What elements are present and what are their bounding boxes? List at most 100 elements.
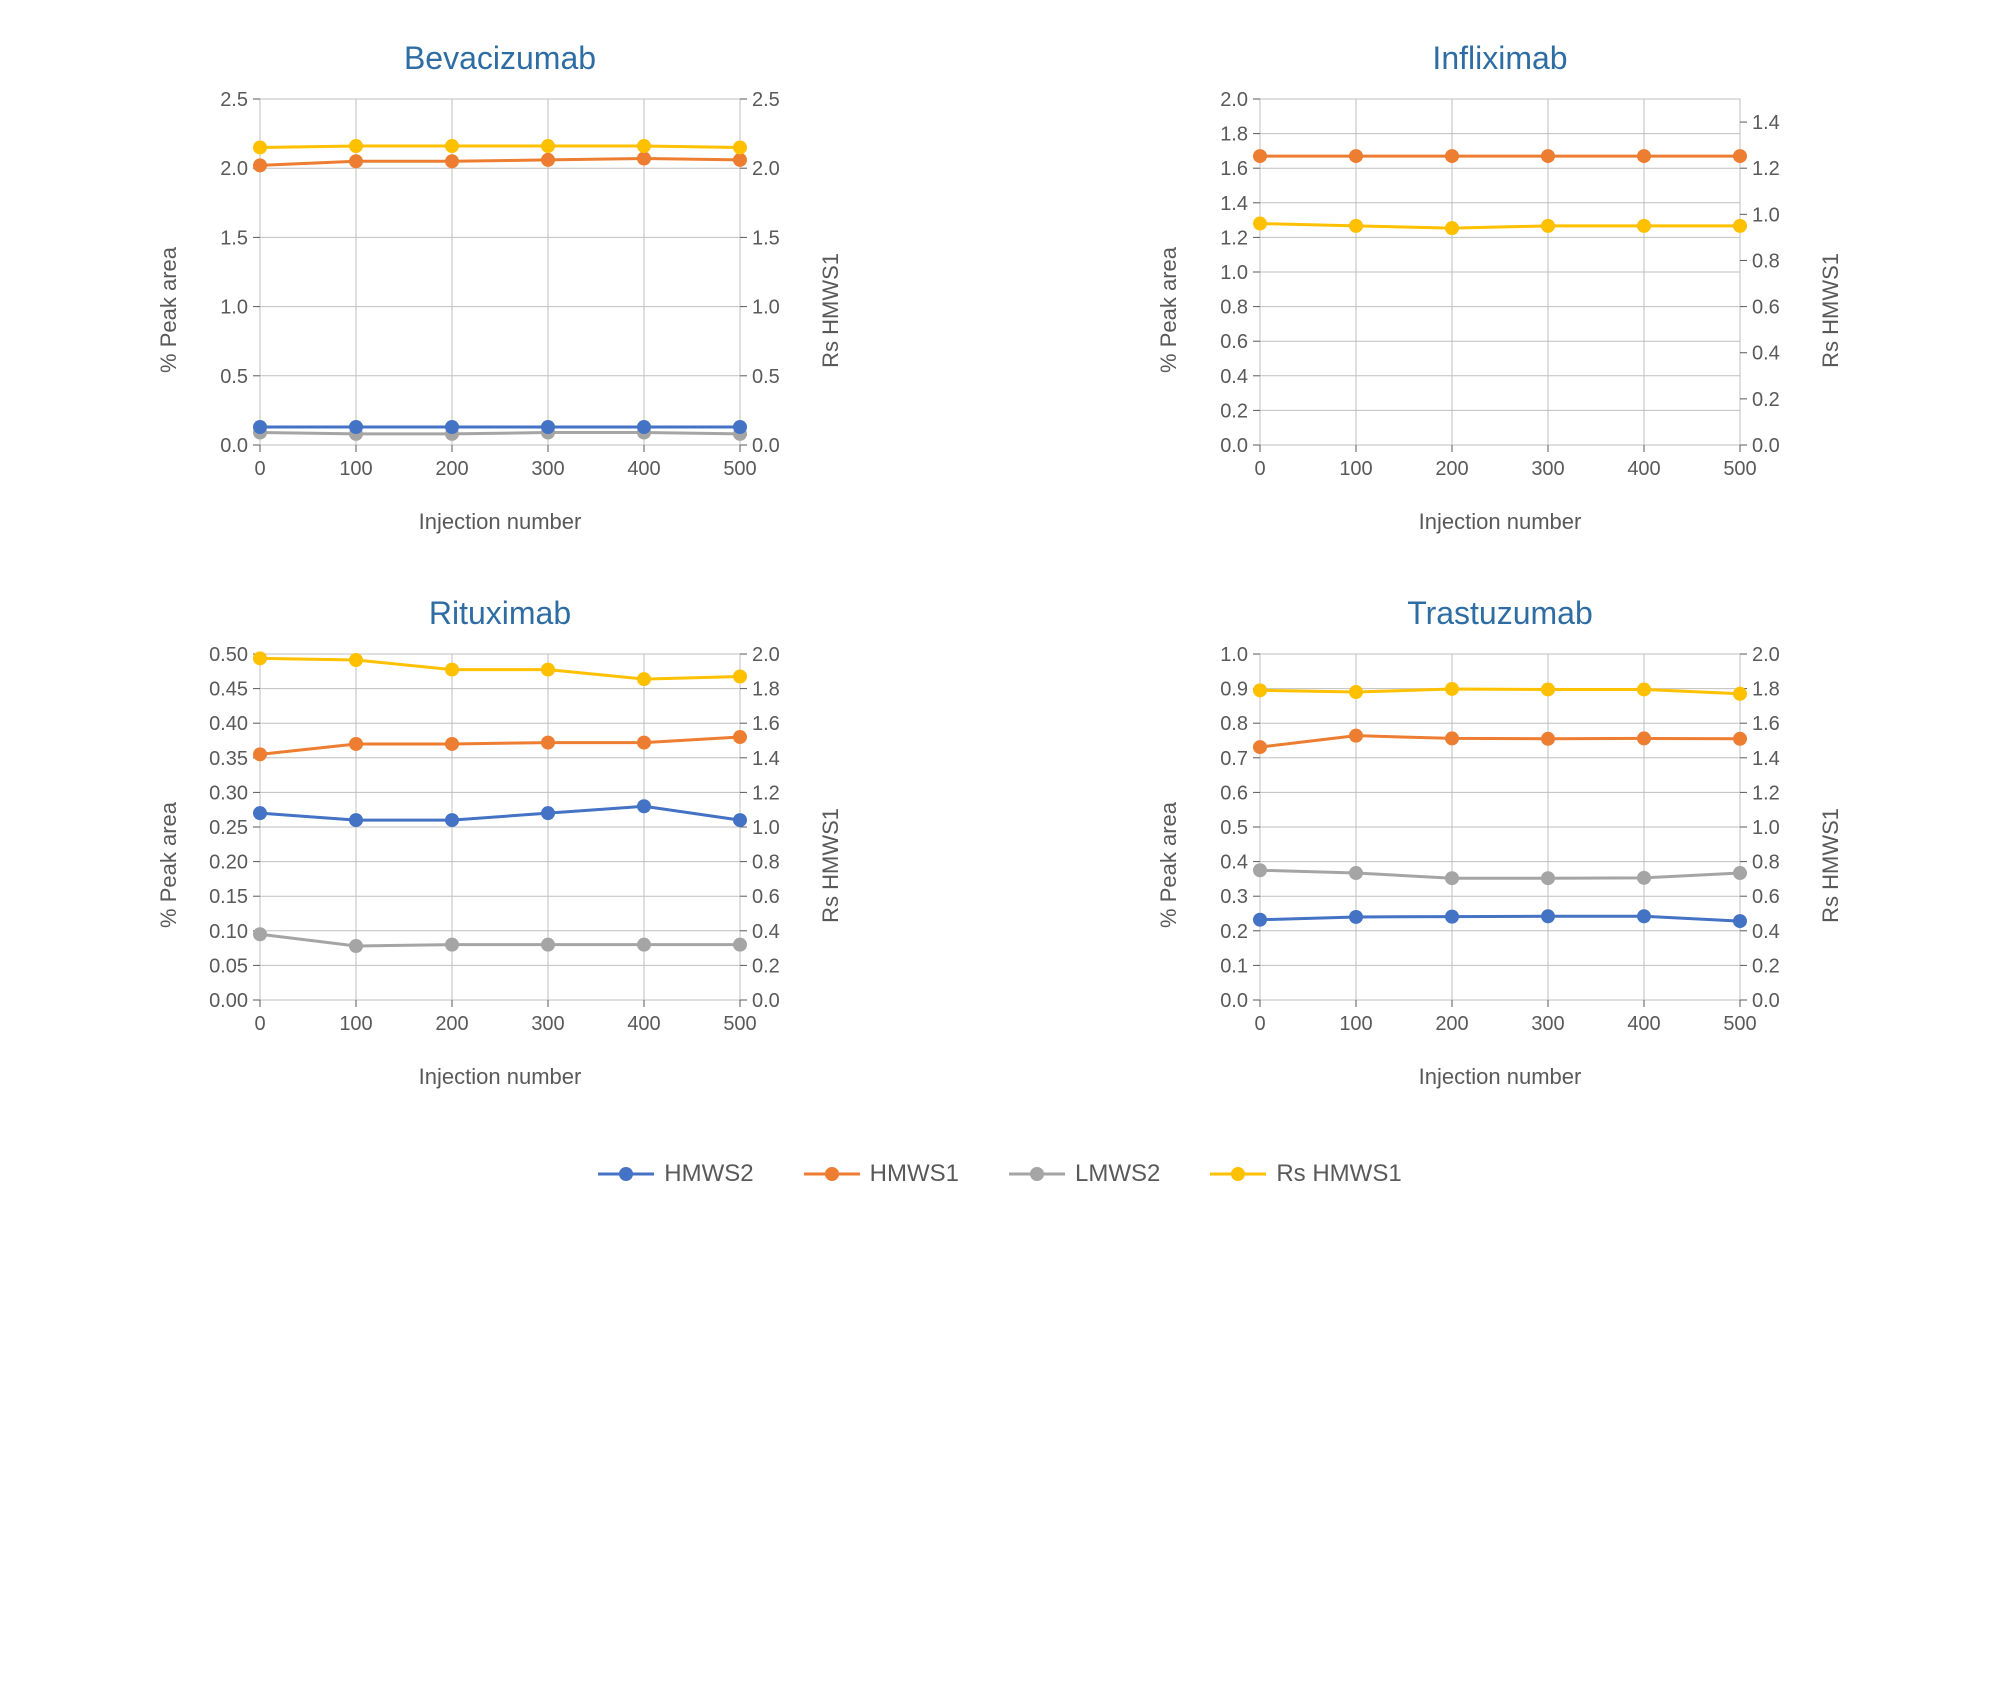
series-marker-hmws1	[349, 737, 363, 751]
svg-text:0.0: 0.0	[1220, 990, 1248, 1012]
svg-text:100: 100	[339, 458, 372, 480]
series-marker-hmws2	[1253, 913, 1267, 927]
svg-text:1.8: 1.8	[1752, 679, 1780, 701]
svg-text:0.6: 0.6	[1752, 886, 1780, 908]
svg-text:0.10: 0.10	[209, 921, 248, 943]
svg-text:0.8: 0.8	[1752, 250, 1780, 272]
svg-text:0.0: 0.0	[752, 990, 780, 1012]
series-marker-hmws1	[541, 736, 555, 750]
series-marker-hmws2	[349, 813, 363, 827]
series-marker-hmws2	[1637, 909, 1651, 923]
plot-wrap: % Peak area0.00.51.01.52.02.50.00.51.01.…	[156, 85, 844, 535]
chart-plot: 0.000.050.100.150.200.250.300.350.400.45…	[190, 640, 810, 1060]
chart-panel: Trastuzumab% Peak area0.00.10.20.30.40.5…	[1050, 595, 1950, 1090]
svg-text:0.8: 0.8	[1752, 852, 1780, 874]
legend-item: Rs HMWS1	[1210, 1160, 1401, 1188]
svg-text:400: 400	[1627, 1013, 1660, 1035]
series-marker-rshmws1	[1637, 219, 1651, 233]
series-marker-rshmws1	[637, 139, 651, 153]
x-axis-label: Injection number	[419, 509, 582, 535]
svg-text:1.8: 1.8	[1220, 124, 1248, 146]
svg-text:0.2: 0.2	[1752, 955, 1780, 977]
svg-text:2.0: 2.0	[752, 644, 780, 666]
svg-text:0.4: 0.4	[752, 921, 780, 943]
series-marker-hmws1	[1733, 149, 1747, 163]
series-marker-lmws2	[349, 939, 363, 953]
series-marker-rshmws1	[637, 672, 651, 686]
plot-wrap: % Peak area0.00.20.40.60.81.01.21.41.61.…	[1156, 85, 1844, 535]
y-axis-right-label: Rs HMWS1	[818, 808, 844, 923]
svg-text:1.6: 1.6	[1220, 158, 1248, 180]
svg-text:200: 200	[1435, 458, 1468, 480]
chart-title: Infliximab	[1432, 40, 1567, 77]
svg-text:2.0: 2.0	[1220, 89, 1248, 111]
series-marker-rshmws1	[1637, 682, 1651, 696]
svg-text:0.4: 0.4	[1752, 343, 1780, 365]
series-marker-rshmws1	[1349, 685, 1363, 699]
svg-text:0.6: 0.6	[1220, 782, 1248, 804]
series-marker-hmws1	[1445, 731, 1459, 745]
series-marker-rshmws1	[1445, 682, 1459, 696]
legend-label: HMWS1	[870, 1160, 959, 1188]
svg-text:300: 300	[1531, 1013, 1564, 1035]
series-marker-rshmws1	[1253, 217, 1267, 231]
series-marker-rshmws1	[1541, 682, 1555, 696]
svg-text:500: 500	[1723, 458, 1756, 480]
y-axis-right-label: Rs HMWS1	[1818, 253, 1844, 368]
svg-text:400: 400	[627, 458, 660, 480]
svg-text:1.0: 1.0	[752, 817, 780, 839]
series-marker-lmws2	[637, 938, 651, 952]
svg-text:100: 100	[1339, 458, 1372, 480]
svg-text:100: 100	[1339, 1013, 1372, 1035]
series-marker-lmws2	[733, 938, 747, 952]
chart-panel: Bevacizumab% Peak area0.00.51.01.52.02.5…	[50, 40, 950, 535]
series-marker-rshmws1	[541, 139, 555, 153]
svg-text:0.8: 0.8	[1220, 297, 1248, 319]
svg-text:1.0: 1.0	[1752, 204, 1780, 226]
svg-text:0.8: 0.8	[1220, 713, 1248, 735]
y-axis-left-label: % Peak area	[1156, 802, 1182, 928]
svg-text:0.8: 0.8	[752, 852, 780, 874]
legend-item: HMWS2	[598, 1160, 753, 1188]
svg-text:200: 200	[435, 458, 468, 480]
svg-text:0.1: 0.1	[1220, 955, 1248, 977]
series-marker-rshmws1	[1445, 221, 1459, 235]
y-axis-right-label: Rs HMWS1	[1818, 808, 1844, 923]
series-marker-hmws1	[253, 747, 267, 761]
svg-text:2.0: 2.0	[1752, 644, 1780, 666]
svg-text:100: 100	[339, 1013, 372, 1035]
plot-wrap: % Peak area0.00.10.20.30.40.50.60.70.80.…	[1156, 640, 1844, 1090]
svg-text:0.0: 0.0	[220, 435, 248, 457]
svg-text:0: 0	[254, 1013, 265, 1035]
series-marker-rshmws1	[349, 139, 363, 153]
svg-text:0.00: 0.00	[209, 990, 248, 1012]
svg-text:1.4: 1.4	[1220, 193, 1248, 215]
svg-text:0.6: 0.6	[752, 886, 780, 908]
svg-text:0.0: 0.0	[752, 435, 780, 457]
svg-text:0.20: 0.20	[209, 852, 248, 874]
series-line-lmws2	[260, 433, 740, 434]
series-marker-rshmws1	[733, 669, 747, 683]
y-axis-left-label: % Peak area	[156, 247, 182, 373]
svg-text:0.35: 0.35	[209, 748, 248, 770]
x-axis-label: Injection number	[1419, 1064, 1582, 1090]
series-marker-rshmws1	[1349, 219, 1363, 233]
series-marker-rshmws1	[445, 139, 459, 153]
svg-text:1.4: 1.4	[1752, 112, 1780, 134]
series-marker-rshmws1	[541, 663, 555, 677]
svg-text:0.5: 0.5	[752, 366, 780, 388]
svg-text:0.50: 0.50	[209, 644, 248, 666]
series-marker-hmws1	[349, 154, 363, 168]
series-marker-hmws2	[541, 806, 555, 820]
svg-text:200: 200	[1435, 1013, 1468, 1035]
series-marker-hmws1	[1733, 732, 1747, 746]
series-marker-rshmws1	[253, 140, 267, 154]
svg-text:0: 0	[1254, 458, 1265, 480]
chart-panel: Infliximab% Peak area0.00.20.40.60.81.01…	[1050, 40, 1950, 535]
chart-panel: Rituximab% Peak area0.000.050.100.150.20…	[50, 595, 950, 1090]
svg-text:0.2: 0.2	[1220, 400, 1248, 422]
series-marker-rshmws1	[1733, 219, 1747, 233]
series-marker-hmws2	[349, 420, 363, 434]
series-marker-lmws2	[1733, 866, 1747, 880]
series-marker-hmws1	[733, 730, 747, 744]
